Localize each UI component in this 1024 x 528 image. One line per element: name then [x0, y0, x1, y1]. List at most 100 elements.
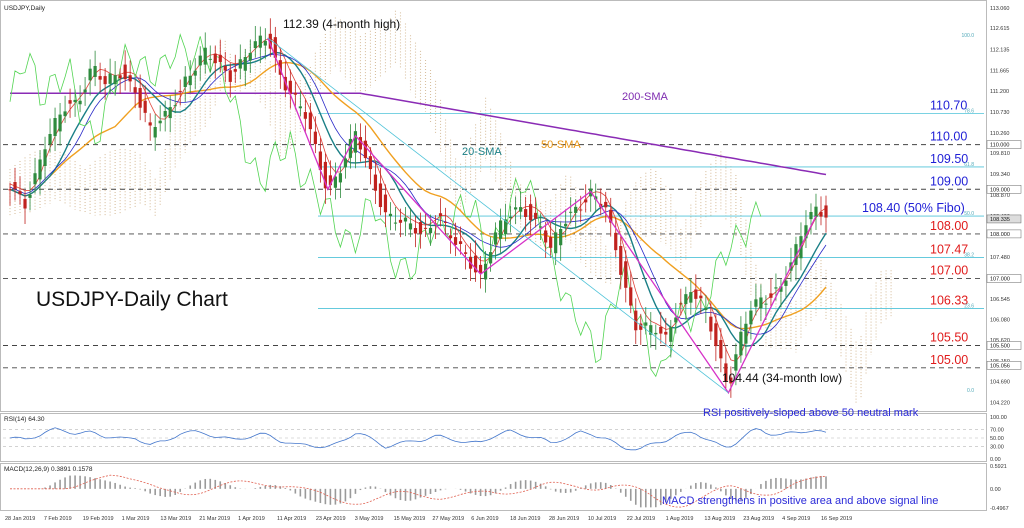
candle-body — [428, 227, 433, 234]
level-label: 110.00 — [930, 130, 967, 144]
candle-body — [664, 331, 668, 335]
candle-body — [373, 174, 378, 191]
candle-body — [378, 183, 383, 208]
date-tick-label: 7 Feb 2019 — [44, 516, 72, 522]
candle-body — [774, 287, 778, 289]
candle-body — [579, 209, 583, 211]
candle-body — [213, 53, 217, 64]
candle-body — [584, 199, 588, 203]
candle-body — [769, 293, 773, 298]
price-tick-highlight: 105.056 — [990, 363, 1010, 369]
macd-signal-line — [10, 474, 827, 508]
candle-body — [804, 225, 808, 239]
price-tick-label: 110.260 — [990, 131, 1009, 137]
macd-note: MACD strengthens in positive area and ab… — [662, 495, 938, 507]
candle-body — [554, 232, 558, 254]
candle-body — [819, 211, 823, 217]
candle-body — [148, 122, 152, 126]
candle-body — [463, 252, 468, 254]
candle-body — [729, 377, 733, 384]
candle-body — [363, 140, 368, 159]
price-tick-box — [986, 341, 1022, 350]
date-tick-label: 19 Feb 2019 — [83, 516, 114, 522]
sma20-line — [9, 51, 827, 347]
chart-title: USDJPY-Daily Chart — [36, 288, 228, 311]
candle-body — [368, 156, 373, 170]
rsi-panel: 100.00 70.00 50.00 30.00 0.00 — [3, 415, 1007, 463]
date-tick-label: 27 May 2019 — [432, 516, 464, 522]
candle-body — [493, 232, 498, 245]
candle-body — [669, 327, 673, 342]
candle-body — [824, 205, 828, 218]
price-tick-label: 111.200 — [990, 89, 1009, 95]
macd-tick-label: 0.5921 — [990, 464, 1007, 470]
date-tick-label: 13 Mar 2019 — [160, 516, 191, 522]
date-tick-label: 6 Jun 2019 — [471, 516, 498, 522]
macd-panel-frame — [0, 463, 987, 511]
price-tick-label: 105.620 — [990, 338, 1010, 344]
fibo-ratio-label: 61.8 — [964, 162, 974, 168]
candle-body — [203, 47, 207, 65]
level-lines: 110.70 110.00 109.50 109.00 108.40 (50% Fibo… — [3, 33, 984, 394]
candle-body — [303, 112, 307, 119]
candle-body — [549, 237, 553, 248]
candle-body — [458, 241, 463, 244]
price-tick-label: 112.615 — [990, 26, 1009, 32]
candle-body — [644, 322, 648, 326]
candle-body — [8, 189, 12, 191]
candle-body — [188, 75, 192, 86]
sma200-label: 200-SMA — [622, 91, 669, 103]
candle-body — [744, 323, 748, 344]
candle-body — [814, 206, 818, 217]
candle-body — [483, 263, 488, 280]
candle-body — [183, 76, 187, 88]
price-tick-label: 113.060 — [990, 6, 1009, 12]
candle-body — [524, 209, 528, 218]
fibo-ratio-label: 100.0 — [961, 33, 974, 39]
candle-body — [684, 294, 688, 305]
candle-body — [569, 211, 573, 213]
candle-body — [629, 287, 633, 306]
rsi-label: RSI(14) 64.30 — [4, 416, 45, 423]
candle-body — [519, 207, 523, 212]
date-tick-label: 13 Aug 2019 — [704, 516, 735, 522]
candle-body — [659, 326, 663, 334]
fibo-ratio-label: 23.6 — [964, 303, 974, 309]
candle-body — [754, 299, 758, 307]
candle-body — [704, 307, 708, 310]
candle-body — [724, 363, 728, 382]
candle-body — [268, 33, 272, 49]
date-tick-label: 1 Apr 2019 — [238, 516, 265, 522]
candle-body — [529, 204, 533, 221]
symbol-label: USDJPY,Daily — [4, 5, 46, 12]
candle-body — [619, 246, 623, 275]
candle-body — [83, 89, 87, 93]
date-axis: 28 Jan 2019 7 Feb 2019 19 Feb 2019 1 Mar 20… — [5, 516, 852, 522]
rsi-tick-label: 50.00 — [990, 436, 1004, 442]
candle-body — [123, 64, 127, 80]
date-tick-label: 10 Jul 2019 — [588, 516, 616, 522]
candle-body — [564, 223, 568, 227]
candle-body — [423, 227, 428, 229]
price-tick-highlight: 110.000 — [990, 143, 1009, 149]
level-label: 105.00 — [930, 353, 968, 367]
candle-body — [764, 303, 768, 305]
macd-label: MACD(12,26,9) 0.3891 0.1578 — [4, 466, 93, 473]
sma50-line — [9, 61, 827, 330]
candle-body — [398, 219, 403, 223]
level-label: 109.50 — [930, 152, 968, 166]
candle-body — [28, 195, 32, 198]
rsi-line — [9, 427, 827, 451]
price-tick-highlight: 105.500 — [990, 344, 1010, 350]
price-tick-label: 109.810 — [990, 151, 1010, 157]
low-annotation: 104.44 (34-month low) — [722, 371, 842, 385]
price-tick-label: 108.870 — [990, 193, 1010, 199]
candle-body — [248, 52, 252, 61]
candle-body — [448, 235, 453, 239]
candle-body — [68, 100, 72, 104]
candle-body — [73, 99, 77, 103]
candle-body — [719, 340, 723, 359]
price-tick-highlight: 108.000 — [990, 232, 1010, 238]
candle-body — [784, 280, 788, 286]
